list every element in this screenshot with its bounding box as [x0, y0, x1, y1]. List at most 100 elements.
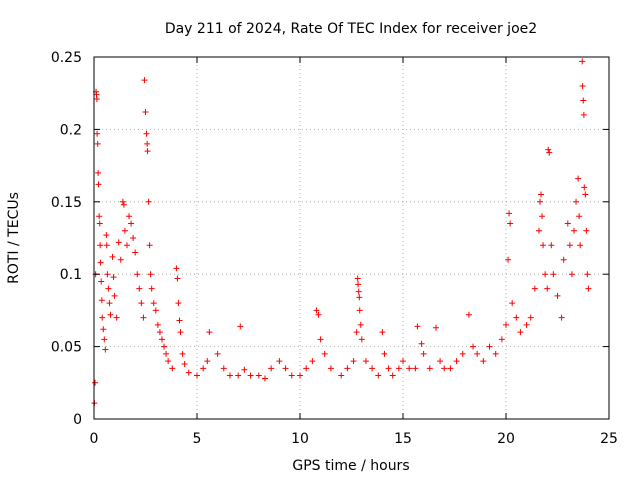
data-point	[130, 235, 137, 241]
x-tick-label: 15	[394, 431, 412, 447]
data-point	[93, 95, 100, 102]
data-point	[313, 307, 320, 314]
data-point	[237, 323, 244, 330]
data-point	[282, 365, 289, 372]
plot-area-frame	[93, 56, 610, 420]
data-point	[169, 365, 176, 372]
data-point	[110, 274, 117, 281]
data-point	[564, 220, 571, 227]
data-point	[92, 379, 99, 386]
data-point	[113, 314, 120, 321]
data-point	[174, 275, 181, 282]
data-point	[297, 372, 303, 379]
data-point	[437, 358, 444, 365]
data-point	[255, 372, 262, 379]
data-point	[179, 350, 186, 357]
data-point	[385, 365, 392, 372]
data-point	[498, 336, 505, 343]
data-point	[447, 365, 454, 372]
data-point	[550, 271, 557, 278]
data-point	[545, 146, 552, 153]
data-point	[123, 242, 130, 249]
data-point	[119, 198, 126, 205]
x-tick-label: 0	[90, 431, 99, 447]
data-point	[105, 285, 112, 292]
data-point	[580, 97, 587, 104]
data-point	[163, 350, 170, 357]
data-point	[355, 288, 362, 295]
data-point	[102, 346, 109, 353]
data-point	[492, 350, 499, 357]
data-point	[389, 372, 396, 379]
data-point	[317, 336, 324, 343]
data-point	[369, 365, 376, 372]
data-point	[109, 253, 116, 260]
data-point	[355, 281, 362, 288]
data-point	[235, 372, 242, 379]
data-point	[513, 314, 520, 321]
data-point	[418, 340, 425, 347]
data-point	[115, 239, 122, 246]
data-point	[354, 275, 361, 282]
x-tick-label: 5	[193, 431, 202, 447]
data-point	[582, 191, 589, 198]
data-point	[128, 220, 135, 227]
y-tick-label: 0.15	[51, 195, 82, 211]
data-point	[579, 58, 586, 65]
data-point	[531, 285, 538, 292]
data-point	[142, 109, 149, 116]
x-axis-title: GPS time / hours	[292, 458, 409, 474]
data-point	[214, 350, 221, 357]
data-point	[480, 358, 487, 365]
data-point	[96, 220, 103, 227]
axis-ticks: 0 5 10 15 20 25 0 0.05 0.1 0.15 0.2 0.25	[51, 50, 618, 447]
data-point	[309, 358, 316, 365]
data-point	[540, 242, 547, 249]
data-point	[350, 358, 357, 365]
data-point	[181, 360, 188, 367]
data-point	[420, 350, 427, 357]
data-point	[536, 198, 543, 205]
data-point	[140, 314, 147, 321]
data-point	[585, 285, 592, 292]
data-point	[150, 300, 157, 307]
data-point	[400, 358, 406, 365]
data-point	[362, 358, 369, 365]
chart-title: Day 211 of 2024, Rate Of TEC Index for r…	[165, 21, 537, 37]
data-points	[91, 58, 592, 407]
data-point	[107, 311, 114, 318]
data-point	[94, 130, 101, 137]
data-point	[560, 256, 567, 263]
data-point	[503, 321, 509, 328]
data-point	[138, 300, 145, 307]
data-point	[509, 300, 516, 307]
data-point	[204, 358, 211, 365]
data-point	[143, 130, 150, 137]
data-point	[580, 111, 587, 118]
data-point	[94, 140, 101, 147]
data-point	[353, 329, 360, 336]
data-point	[103, 232, 110, 239]
data-point	[432, 324, 439, 331]
data-point	[117, 256, 124, 263]
y-tick-label: 0.2	[60, 122, 82, 138]
data-point	[558, 314, 565, 321]
data-point	[200, 365, 207, 372]
data-point	[441, 365, 448, 372]
y-tick-label: 0.1	[60, 267, 82, 283]
y-tick-label: 0.25	[51, 50, 82, 66]
data-point	[542, 271, 549, 278]
data-point	[581, 184, 588, 191]
data-point	[474, 350, 481, 357]
data-point	[241, 366, 248, 373]
data-point	[144, 148, 151, 155]
data-point	[132, 249, 139, 256]
y-tick-label: 0	[73, 412, 82, 428]
data-point	[583, 227, 590, 234]
data-point	[379, 329, 386, 336]
data-point	[527, 314, 534, 321]
data-point	[575, 175, 582, 182]
data-point	[95, 181, 102, 188]
